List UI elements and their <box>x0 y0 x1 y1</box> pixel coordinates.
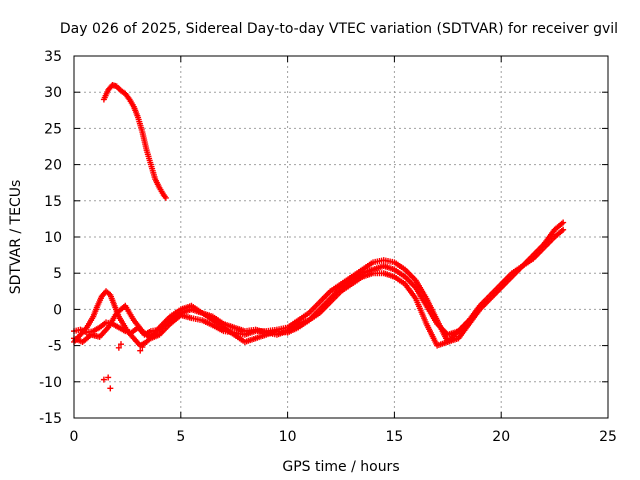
data-point <box>105 374 112 381</box>
y-tick-label: 5 <box>53 266 62 282</box>
x-tick-label: 20 <box>492 429 510 445</box>
y-tick-labels: -15 -10 -5 0 5 10 15 20 25 30 35 <box>39 49 62 427</box>
data-point <box>115 344 122 351</box>
y-tick-label: -15 <box>39 411 62 427</box>
series-main-track-b <box>71 219 567 345</box>
x-tick-label: 15 <box>385 429 403 445</box>
series-main-track-a <box>71 226 567 338</box>
y-tick-label: 20 <box>44 158 62 174</box>
data-point <box>100 376 107 383</box>
data-point <box>162 194 169 201</box>
y-tick-label: 10 <box>44 230 62 246</box>
y-tick-label: 15 <box>44 194 62 210</box>
x-tick-label: 5 <box>176 429 185 445</box>
x-tick-label: 10 <box>279 429 297 445</box>
x-tick-label: 25 <box>599 429 617 445</box>
series-high-offset-arc <box>100 81 169 201</box>
data-point <box>117 341 124 348</box>
y-tick-label: 25 <box>44 121 62 137</box>
data-point <box>139 344 146 351</box>
data-points <box>71 81 567 392</box>
y-axis-label: SDTVAR / TECUs <box>8 180 24 295</box>
y-tick-label: -10 <box>39 375 62 391</box>
chart-title: Day 026 of 2025, Sidereal Day-to-day VTE… <box>60 21 618 37</box>
data-point <box>466 317 473 324</box>
y-tick-label: -5 <box>48 339 62 355</box>
series-isolated-points <box>100 341 146 392</box>
data-point <box>560 219 567 226</box>
x-axis-label: GPS time / hours <box>282 459 399 475</box>
series-main-track-c <box>71 270 473 349</box>
data-point <box>107 385 114 392</box>
y-tick-label: 35 <box>44 49 62 65</box>
data-point <box>137 347 144 354</box>
x-tick-label: 0 <box>70 429 79 445</box>
x-tick-labels: 0 5 10 15 20 25 <box>70 429 617 445</box>
y-tick-label: 30 <box>44 85 62 101</box>
data-point <box>560 226 567 233</box>
grid <box>74 56 608 418</box>
plot-frame <box>73 55 609 419</box>
y-tick-label: 0 <box>53 302 62 318</box>
